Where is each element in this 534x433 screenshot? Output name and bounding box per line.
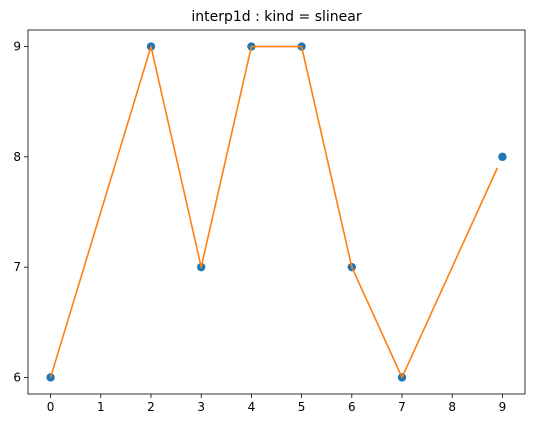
scatter-point <box>46 373 55 382</box>
x-tick-label: 2 <box>147 400 155 414</box>
plot-area: 0 1 2 3 4 5 6 7 8 9 6 7 8 9 <box>13 29 526 414</box>
x-tick-label: 5 <box>298 400 306 414</box>
x-tick-label: 7 <box>398 400 406 414</box>
scatter-point <box>498 152 507 162</box>
y-tick-label: 8 <box>13 150 21 164</box>
y-tick-label: 6 <box>13 370 21 384</box>
chart-title: interp1d : kind = slinear <box>191 9 361 25</box>
x-tick-label: 1 <box>97 400 105 414</box>
x-tick-label: 3 <box>197 400 205 414</box>
x-tick-label: 9 <box>499 400 507 414</box>
x-tick-label: 8 <box>448 400 456 414</box>
x-tick-label: 6 <box>348 400 356 414</box>
y-tick-label: 9 <box>13 40 21 54</box>
interp-line <box>49 45 499 379</box>
x-tick-label: 0 <box>47 400 55 414</box>
x-tick-label: 4 <box>248 400 256 414</box>
y-tick-label: 7 <box>13 260 21 274</box>
axes-frame <box>27 29 526 395</box>
